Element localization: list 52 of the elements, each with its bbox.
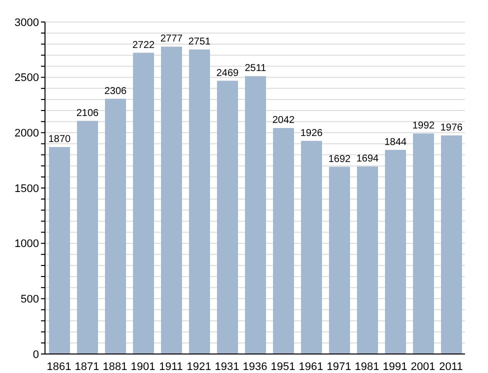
x-tick-label: 1981	[354, 360, 380, 373]
y-tick-label: 0	[32, 348, 39, 361]
bar	[189, 50, 210, 354]
bar	[273, 128, 294, 354]
x-tick-label: 1921	[186, 360, 212, 373]
x-tick-label: 1971	[326, 360, 352, 373]
data-label: 1992	[412, 120, 436, 132]
x-tick-label: 1936	[242, 360, 268, 373]
bar	[357, 166, 378, 354]
data-label: 1694	[356, 154, 380, 165]
bar	[77, 120, 98, 354]
y-tick-label: 1500	[14, 182, 39, 195]
x-tick-label: 1951	[270, 360, 296, 373]
x-tick-label: 1861	[46, 360, 72, 373]
x-tick-label: 1961	[298, 360, 324, 373]
bar	[161, 46, 182, 354]
data-label: 2306	[104, 86, 128, 97]
data-label: 1926	[300, 128, 324, 139]
bar	[105, 98, 126, 354]
data-label: 2777	[160, 34, 184, 45]
bar	[217, 80, 238, 354]
data-label: 2722	[132, 40, 156, 51]
x-tick-label: 1911	[159, 360, 183, 373]
data-label: 1870	[48, 134, 72, 146]
x-tick-label: 1991	[382, 360, 408, 373]
bar	[245, 76, 266, 354]
data-label: 2106	[76, 108, 100, 119]
bar	[301, 140, 322, 354]
bar	[329, 166, 350, 354]
data-label: 2511	[244, 63, 267, 74]
data-label: 1844	[384, 136, 408, 148]
bar	[441, 135, 462, 354]
x-tick-label: 1931	[214, 360, 240, 373]
x-tick-label: 1871	[74, 360, 100, 373]
y-tick-label: 1000	[14, 238, 39, 250]
x-tick-label: 2011	[439, 360, 463, 373]
y-tick-label: 2500	[14, 72, 39, 84]
y-tick-label: 500	[20, 294, 39, 306]
bar	[385, 150, 406, 354]
data-label: 2751	[188, 36, 212, 48]
y-tick-label: 3000	[14, 16, 39, 29]
y-tick-label: 2000	[14, 128, 39, 140]
data-label: 2469	[216, 68, 240, 79]
x-tick-label: 2001	[410, 360, 436, 373]
data-label: 1692	[328, 154, 352, 165]
data-label: 1976	[440, 122, 464, 134]
data-label: 2042	[272, 115, 296, 126]
bar	[133, 52, 154, 354]
bar	[49, 147, 70, 354]
x-tick-label: 1901	[130, 360, 156, 373]
x-tick-label: 1881	[102, 360, 128, 373]
bar	[413, 134, 434, 354]
